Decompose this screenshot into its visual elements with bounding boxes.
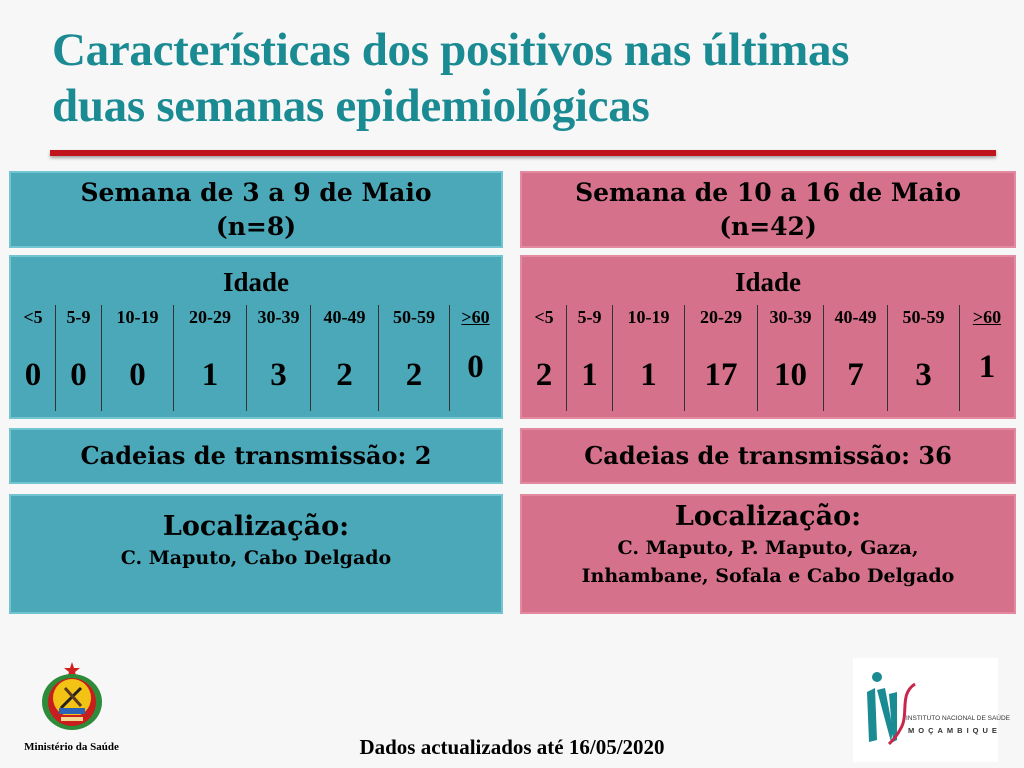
week1-transmission-chains: Cadeias de transmissão: 2 (9, 428, 503, 484)
age-range: 30-39 (257, 307, 300, 327)
age-count: 0 (24, 357, 42, 393)
week2-location-line: C. Maputo, P. Maputo, Gaza, (617, 537, 919, 559)
ins-mark-icon (867, 672, 916, 746)
week1-header: Semana de 3 a 9 de Maio (n=8) (9, 171, 503, 248)
age-range: >60 (461, 307, 490, 327)
age-count: 0 (70, 357, 87, 393)
week2-age-table: <5 2 5-9 1 10-19 1 20-29 17 30-39 10 40-49 7 5… (522, 305, 1014, 411)
age-range: 5-9 (66, 307, 91, 327)
title-divider (50, 150, 996, 156)
age-count: 2 (405, 357, 423, 393)
age-range: 10-19 (116, 307, 159, 327)
week1-location-title: Localização: (162, 511, 350, 542)
week1-location-line: C. Maputo, Cabo Delgado (120, 547, 392, 569)
age-count: 3 (270, 357, 287, 393)
age-col: 40-49 7 (823, 305, 887, 411)
age-range: 40-49 (834, 307, 877, 327)
ins-logo: INSTITUTO NACIONAL DE SAÚDE MOÇAMBIQUE (853, 658, 1010, 762)
age-count: 2 (336, 357, 353, 393)
week1-heading: Semana de 3 a 9 de Maio (80, 178, 432, 207)
age-col: 40-49 2 (310, 305, 378, 411)
age-range: 5-9 (577, 307, 602, 327)
age-range: <5 (23, 307, 43, 327)
week2-age-label: Idade (734, 267, 802, 297)
ministry-logo: Ministério da Saúde (14, 660, 129, 753)
age-count: 1 (978, 349, 996, 385)
page-title: Características dos positivos nas última… (52, 22, 1012, 134)
age-range: 20-29 (700, 307, 742, 327)
age-count: 7 (847, 357, 864, 393)
week2-transmission-chains: Cadeias de transmissão: 36 (520, 428, 1016, 484)
week2-location: Localização: C. Maputo, P. Maputo, Gaza,… (520, 494, 1016, 614)
age-col: <5 0 (11, 305, 55, 411)
week1-n: (n=8) (215, 212, 297, 241)
week1-age-label: Idade (222, 267, 290, 297)
title-line-2: duas semanas epidemiológicas (52, 80, 650, 132)
ins-name: INSTITUTO NACIONAL DE SAÚDE (906, 715, 1011, 722)
ins-country: MOÇAMBIQUE (908, 726, 1001, 735)
age-col: 5-9 1 (566, 305, 612, 411)
age-col: 10-19 0 (101, 305, 173, 411)
age-col: 20-29 17 (684, 305, 757, 411)
age-col: 30-39 3 (246, 305, 310, 411)
age-count: 0 (129, 357, 146, 393)
age-range: 30-39 (769, 307, 812, 327)
mozambique-emblem-icon (41, 662, 102, 730)
age-range: 50-59 (902, 307, 945, 327)
age-range: 20-29 (189, 307, 231, 327)
age-col: 30-39 10 (757, 305, 823, 411)
data-updated-note: Dados actualizados até 16/05/2020 (359, 735, 665, 759)
age-col: 5-9 0 (55, 305, 101, 411)
age-count: 1 (581, 357, 598, 393)
age-count: 2 (535, 357, 553, 393)
age-count: 3 (915, 357, 932, 393)
week2-n: (n=42) (719, 212, 817, 241)
age-range: <5 (534, 307, 554, 327)
age-col: 50-59 3 (887, 305, 959, 411)
week2-heading: Semana de 10 a 16 de Maio (575, 178, 961, 207)
title-line-1: Características dos positivos nas última… (52, 24, 850, 76)
age-count: 10 (774, 357, 807, 393)
ministry-caption: Ministério da Saúde (24, 741, 119, 753)
week2-header: Semana de 10 a 16 de Maio (n=42) (520, 171, 1016, 248)
age-count: 17 (704, 357, 738, 393)
age-col: 10-19 1 (612, 305, 684, 411)
age-count: 0 (467, 349, 484, 385)
age-count: 1 (640, 357, 657, 393)
week2-location-line: Inhambane, Sofala e Cabo Delgado (581, 565, 955, 587)
age-col: >60 0 (449, 305, 501, 411)
week1-location: Localização: C. Maputo, Cabo Delgado (9, 494, 503, 614)
week2-location-title: Localização: (674, 501, 862, 532)
week2-age-panel: Idade <5 2 5-9 1 10-19 1 20-29 17 30-39 10 40… (520, 255, 1016, 419)
age-range: 50-59 (393, 307, 435, 327)
age-col: >60 1 (959, 305, 1014, 411)
age-count: 1 (201, 357, 219, 393)
age-range: 10-19 (627, 307, 670, 327)
age-col: <5 2 (522, 305, 566, 411)
age-range: >60 (972, 307, 1002, 327)
week1-age-panel: Idade <5 0 5-9 0 10-19 0 20-29 1 30-39 3 40-4… (9, 255, 503, 419)
age-range: 40-49 (323, 307, 366, 327)
week1-age-table: <5 0 5-9 0 10-19 0 20-29 1 30-39 3 40-49 2 50-… (11, 305, 501, 411)
age-col: 20-29 1 (173, 305, 246, 411)
age-col: 50-59 2 (378, 305, 449, 411)
